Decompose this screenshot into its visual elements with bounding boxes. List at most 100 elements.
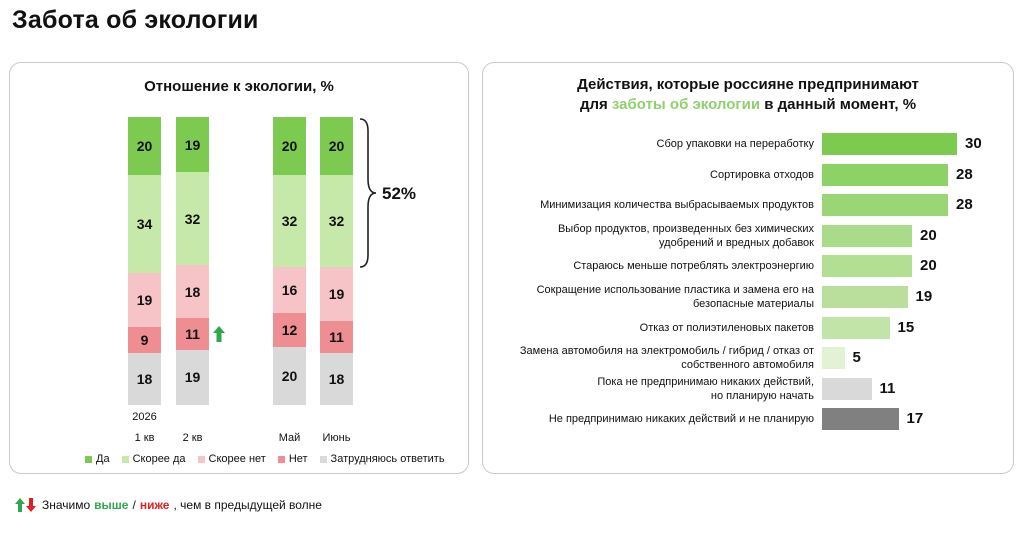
action-value: 17 bbox=[906, 410, 924, 428]
action-label-line: удобрений и вредных добавок bbox=[659, 236, 814, 249]
bar-segment: 9 bbox=[128, 327, 161, 354]
action-value: 5 bbox=[852, 349, 861, 367]
action-label-line: Сбор упаковки на переработку bbox=[656, 138, 814, 150]
action-label: Не предпринимаю никаких действий и не пл… bbox=[493, 412, 814, 426]
footnote-lower: ниже bbox=[139, 498, 170, 512]
bar-segment: 32 bbox=[176, 172, 209, 266]
bar-segment: 19 bbox=[128, 272, 161, 328]
legend-item: Затрудняюсь ответить bbox=[319, 453, 445, 465]
bar-segment: 11 bbox=[320, 321, 353, 354]
legend-item: Да bbox=[85, 453, 110, 465]
action-value: 11 bbox=[879, 379, 896, 397]
bar-segment: 32 bbox=[320, 174, 353, 267]
significance-footnote: Значимо выше / ниже , чем в предыдущей в… bbox=[14, 497, 322, 513]
brace-icon bbox=[359, 118, 377, 268]
action-value: 28 bbox=[956, 196, 973, 214]
bar-segment: 20 bbox=[320, 117, 353, 175]
legend-label: Скорее да bbox=[132, 453, 186, 465]
bar-segment: 12 bbox=[273, 312, 306, 348]
footnote-prefix: Значимо bbox=[42, 498, 91, 512]
action-label: Сбор упаковки на переработку bbox=[493, 137, 814, 151]
x-axis-label: 2 кв bbox=[182, 432, 203, 444]
legend-item: Скорее да bbox=[121, 453, 186, 465]
actions-chart-panel: Действия, которые россияне предпринимают… bbox=[482, 62, 1014, 474]
action-bar bbox=[822, 194, 948, 217]
action-label-line: собственного автомобиля bbox=[681, 359, 814, 372]
action-label-line: Сокращение использование пластика и заме… bbox=[536, 284, 814, 296]
legend-label: Да bbox=[96, 453, 110, 465]
action-bar bbox=[822, 347, 845, 370]
legend-swatch bbox=[319, 455, 327, 463]
action-label: Выбор продуктов, произведенных без химич… bbox=[493, 222, 814, 250]
actions-title-part3: для bbox=[579, 96, 612, 113]
bar-segment: 18 bbox=[320, 353, 353, 405]
action-label-line: Выбор продуктов, произведенных без химич… bbox=[557, 222, 814, 235]
action-bar bbox=[822, 286, 908, 308]
action-label-line: Стараюсь меньше потреблять электроэнерги… bbox=[573, 260, 814, 273]
action-label-line: Минимизация количества выбрасываемых про… bbox=[540, 199, 814, 212]
action-bar bbox=[822, 377, 872, 400]
bar-segment: 19 bbox=[320, 266, 353, 322]
bar-segment: 19 bbox=[176, 117, 209, 173]
attitude-legend: Да Скорее да Скорее нет Нет Затрудняюсь отве… bbox=[85, 453, 445, 465]
up-down-arrows-icon bbox=[15, 498, 36, 512]
legend-item: Скорее нет bbox=[197, 453, 266, 465]
action-label: Минимизация количества выбрасываемых про… bbox=[493, 198, 814, 212]
action-value: 28 bbox=[956, 165, 973, 183]
footnote-sep: / bbox=[132, 498, 136, 512]
page-title: Забота об экологии bbox=[12, 6, 259, 34]
action-bar bbox=[822, 133, 957, 155]
actions-title-part5: в данный момент, % bbox=[760, 96, 917, 113]
bar-segment: 19 bbox=[176, 349, 209, 405]
bar-segment: 18 bbox=[176, 265, 209, 318]
actions-title-part1: Действия, которые россияне bbox=[577, 76, 799, 93]
action-value: 20 bbox=[920, 226, 937, 244]
action-bar bbox=[822, 316, 890, 339]
action-value: 15 bbox=[897, 318, 915, 336]
x-axis-label: Июнь bbox=[322, 432, 351, 444]
legend-swatch bbox=[85, 455, 92, 463]
footnote-suffix: , чем в предыдущей волне bbox=[173, 498, 322, 512]
action-label: Сортировка отходов bbox=[493, 168, 814, 182]
actions-title-part4: заботы об экологии bbox=[611, 96, 761, 113]
x-axis-label: 1 кв bbox=[134, 432, 155, 444]
action-value: 20 bbox=[920, 257, 937, 275]
action-label-line: Отказ от полиэтиленовых пакетов bbox=[639, 321, 814, 334]
action-bar bbox=[822, 408, 899, 431]
footnote-higher: выше bbox=[94, 498, 129, 512]
actions-title-part2: предпринимают bbox=[798, 76, 919, 93]
action-bar bbox=[822, 224, 912, 247]
bar-segment: 34 bbox=[128, 174, 161, 273]
legend-label: Скорее нет bbox=[208, 453, 266, 465]
action-label: Стараюсь меньше потреблять электроэнерги… bbox=[493, 259, 814, 273]
action-label-line: Не предпринимаю никаких действий и не пл… bbox=[548, 413, 814, 426]
action-value: 30 bbox=[965, 135, 982, 152]
action-label-line: Сортировка отходов bbox=[710, 168, 814, 181]
action-label-line: безопасные материалы bbox=[693, 298, 814, 310]
attitude-chart-panel: Отношение к экологии, % 20 34 19 9 18 1 кв 19 3… bbox=[9, 62, 469, 474]
legend-swatch bbox=[277, 455, 285, 463]
actions-chart-title: Действия, которые россияне предпринимают… bbox=[483, 75, 1013, 115]
action-label: Пока не предпринимаю никаких действий, но… bbox=[493, 375, 814, 403]
action-label: Замена автомобиля на электромобиль / гиб… bbox=[493, 344, 814, 372]
legend-label: Затрудняюсь ответить bbox=[330, 453, 445, 465]
bar-segment: 32 bbox=[273, 174, 306, 267]
x-axis-label: Май bbox=[278, 432, 301, 444]
bar-segment: 11 bbox=[176, 317, 209, 350]
action-label-line: но планирую начать bbox=[710, 389, 814, 402]
bar-segment: 20 bbox=[273, 347, 306, 405]
bar-segment: 20 bbox=[128, 117, 161, 175]
action-label: Отказ от полиэтиленовых пакетов bbox=[493, 321, 814, 335]
attitude-chart-title: Отношение к экологии, % bbox=[144, 78, 334, 95]
year-label: 2026 bbox=[132, 411, 157, 423]
brace-total-label: 52% bbox=[382, 184, 417, 203]
legend-swatch bbox=[197, 455, 205, 463]
action-label-line: Пока не предпринимаю никаких действий, bbox=[597, 375, 814, 388]
legend-item: Нет bbox=[277, 453, 308, 465]
action-label: Сокращение использование пластика и заме… bbox=[493, 283, 814, 311]
action-bar bbox=[822, 255, 912, 278]
action-bar bbox=[822, 163, 948, 186]
legend-swatch bbox=[121, 455, 129, 463]
action-label-line: Замена автомобиля на электромобиль / гиб… bbox=[519, 345, 814, 358]
arrow-up-icon bbox=[213, 325, 225, 342]
